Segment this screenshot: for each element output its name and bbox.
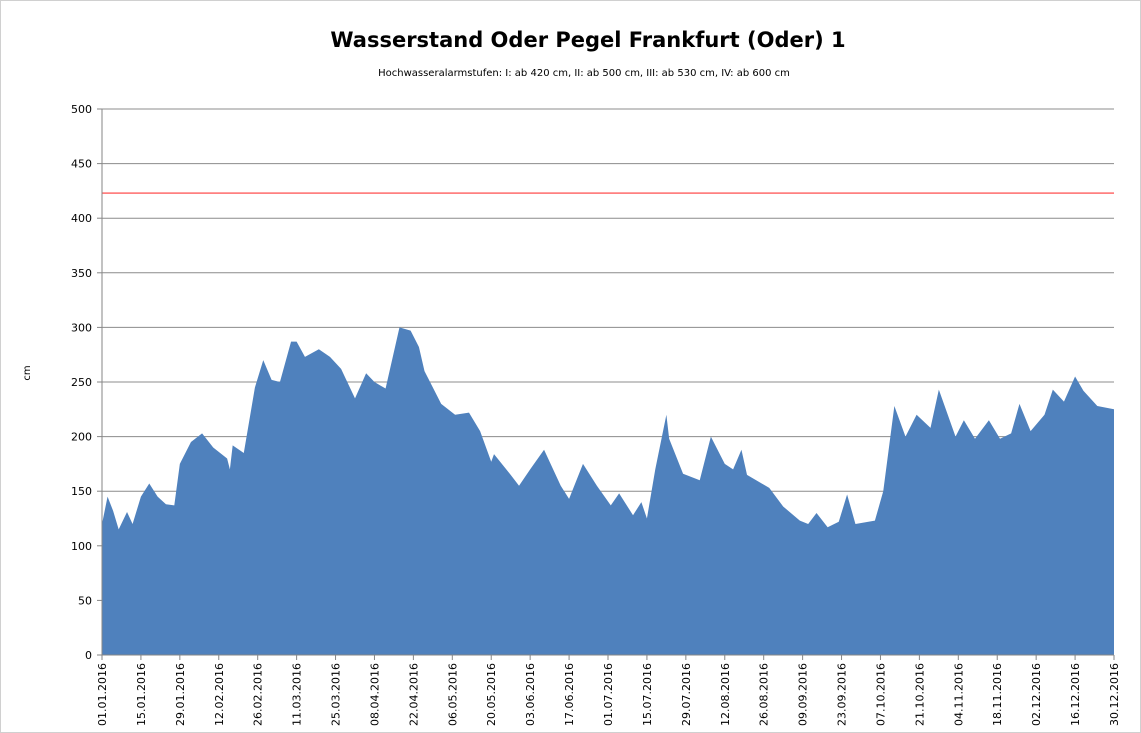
y-tick-label: 500: [71, 103, 92, 116]
y-tick-label: 350: [71, 267, 92, 280]
x-tick-label: 15.07.2016: [641, 663, 654, 726]
x-tick-label: 26.02.2016: [252, 663, 265, 726]
x-tick-label: 30.12.2016: [1108, 663, 1121, 726]
y-tick-label: 200: [71, 431, 92, 444]
x-tick-label: 29.01.2016: [174, 663, 187, 726]
x-tick-label: 09.09.2016: [797, 663, 810, 726]
x-tick-label: 17.06.2016: [563, 663, 576, 726]
y-tick-label: 250: [71, 376, 92, 389]
x-tick-label: 18.11.2016: [991, 663, 1004, 726]
x-tick-label: 06.05.2016: [446, 663, 459, 726]
y-tick-label: 0: [85, 649, 92, 662]
x-tick-label: 08.04.2016: [368, 663, 381, 726]
chart-title: Wasserstand Oder Pegel Frankfurt (Oder) …: [330, 28, 845, 52]
x-tick-label: 22.04.2016: [407, 663, 420, 726]
y-tick-label: 100: [71, 540, 92, 553]
x-tick-label: 21.10.2016: [913, 663, 926, 726]
x-tick-label: 20.05.2016: [485, 663, 498, 726]
x-tick-label: 16.12.2016: [1069, 663, 1082, 726]
y-tick-label: 150: [71, 485, 92, 498]
x-tick-label: 11.03.2016: [291, 663, 304, 726]
y-tick-label: 450: [71, 158, 92, 171]
area: [102, 327, 1114, 655]
y-axis-label: cm: [22, 365, 33, 380]
x-tick-label: 02.12.2016: [1030, 663, 1043, 726]
x-tick-label: 03.06.2016: [524, 663, 537, 726]
y-tick-label: 50: [78, 594, 92, 607]
x-tick-label: 07.10.2016: [874, 663, 887, 726]
y-tick-label: 300: [71, 321, 92, 334]
x-tick-label: 29.07.2016: [680, 663, 693, 726]
x-tick-label: 15.01.2016: [135, 663, 148, 726]
x-tick-label: 23.09.2016: [836, 663, 849, 726]
chart-subtitle: Hochwasseralarmstufen: I: ab 420 cm, II:…: [378, 68, 790, 79]
x-tick-label: 01.01.2016: [96, 663, 109, 726]
x-tick-label: 12.02.2016: [213, 663, 226, 726]
x-tick-label: 01.07.2016: [602, 663, 615, 726]
x-tick-label: 04.11.2016: [952, 663, 965, 726]
x-tick-label: 25.03.2016: [330, 663, 343, 726]
x-tick-label: 26.08.2016: [758, 663, 771, 726]
y-tick-label: 400: [71, 212, 92, 225]
x-tick-label: 12.08.2016: [719, 663, 732, 726]
